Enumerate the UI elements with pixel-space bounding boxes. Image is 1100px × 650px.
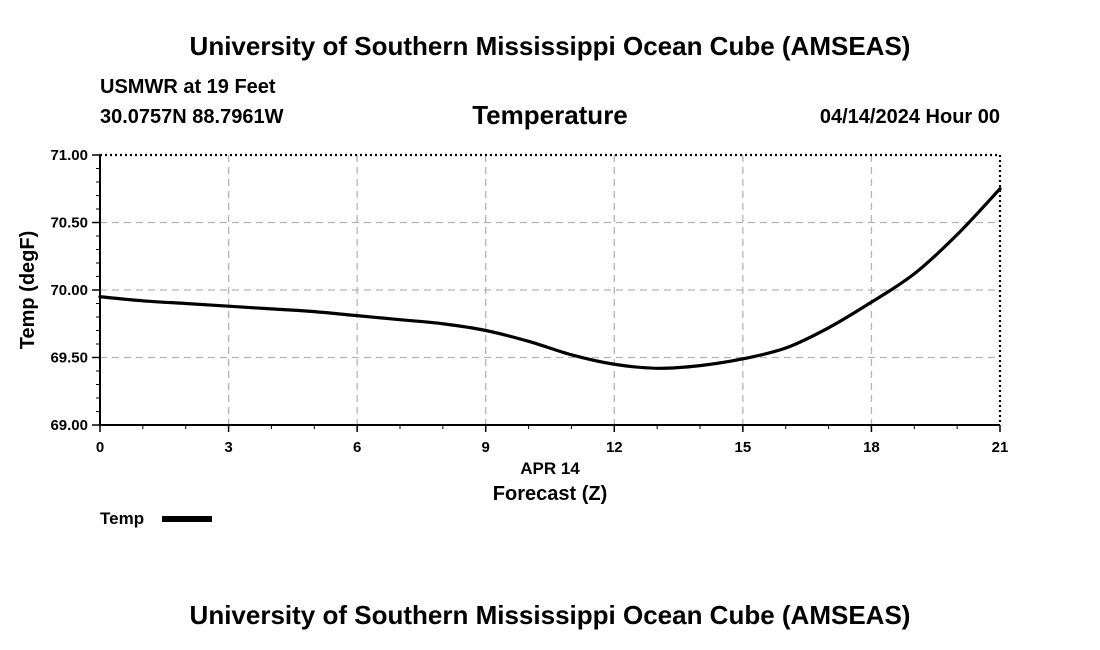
x-tick-label: 18 [863, 439, 880, 456]
x-tick-label: 21 [992, 439, 1009, 456]
legend-label-temp: Temp [100, 509, 145, 528]
x-tick-label: 12 [606, 439, 623, 456]
y-tick-label: 69.00 [50, 417, 88, 434]
y-tick-label: 70.50 [50, 215, 88, 232]
y-tick-label: 71.00 [50, 147, 88, 164]
chart-title: Temperature [472, 100, 628, 130]
x-tick-label: 15 [735, 439, 752, 456]
y-axis-title: Temp (degF) [17, 231, 39, 350]
footer-title: University of Southern Mississippi Ocean… [189, 600, 911, 630]
y-tick-label: 70.00 [50, 282, 88, 299]
x-tick-label: 6 [353, 439, 361, 456]
x-axis-date-label: APR 14 [520, 459, 580, 478]
y-tick-label: 69.50 [50, 350, 88, 367]
legend-line-temp [162, 516, 212, 522]
x-axis-title: Forecast (Z) [493, 483, 607, 505]
axis-labels: 0 3 6 9 12 15 18 21 69.00 69.50 70.00 70.50 71.00 APR… [17, 147, 1008, 505]
axes [92, 153, 1002, 432]
x-tick-label: 3 [224, 439, 232, 456]
series-line-temp [98, 187, 1002, 370]
page-title: University of Southern Mississippi Ocean… [189, 31, 911, 61]
station-label: USMWR at 19 Feet [100, 76, 276, 98]
series-layer [98, 187, 1002, 370]
station-coordinates: 30.0757N 88.7961W [100, 106, 284, 128]
grid [100, 155, 1000, 425]
x-tick-label: 0 [96, 439, 104, 456]
x-tick-label: 9 [482, 439, 490, 456]
forecast-datetime: 04/14/2024 Hour 00 [819, 106, 1000, 128]
